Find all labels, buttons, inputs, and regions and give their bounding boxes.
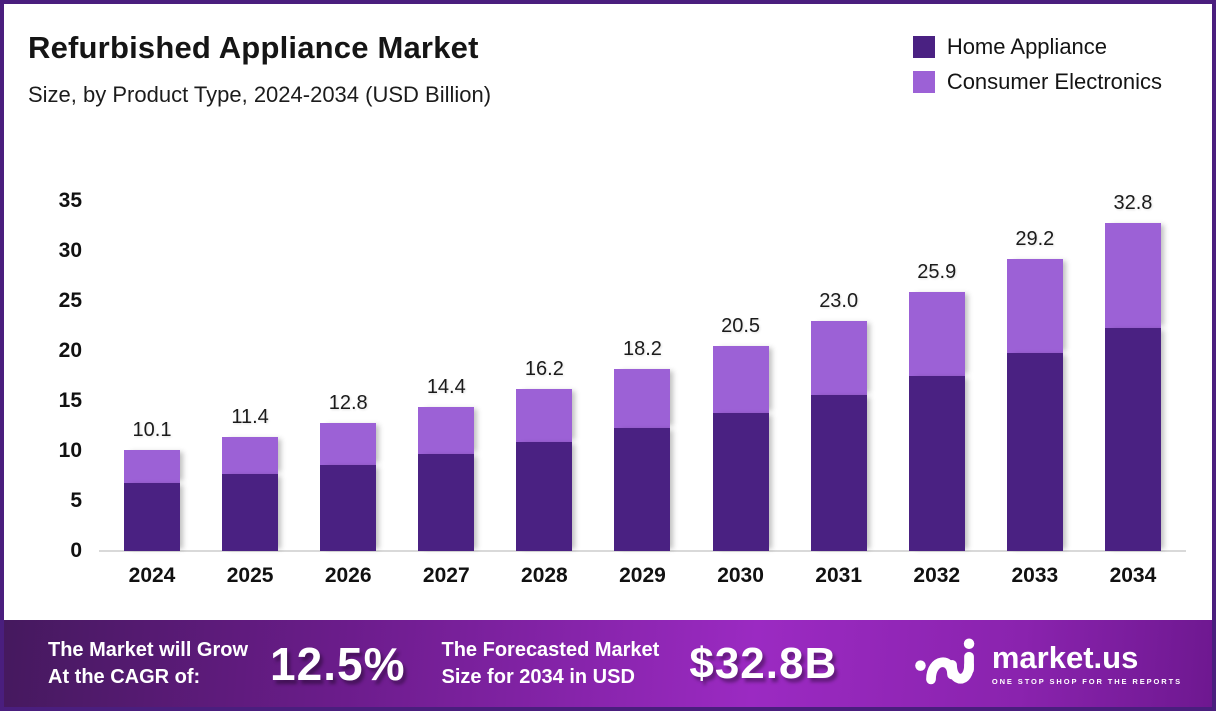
bar-segment-consumer-electronics-2029 xyxy=(614,369,671,428)
y-axis-tick-10: 10 xyxy=(58,439,82,462)
legend-swatch-icon xyxy=(912,36,935,58)
y-axis-tick-20: 20 xyxy=(58,339,82,362)
bar-chart-plot-area: 10.1 11.4 12.8 14.4 16.2 18.2 20.5 23.0 25.9 29.2… xyxy=(124,192,1161,551)
chart-legend: Home Appliance Consumer Electronics xyxy=(912,34,1162,95)
y-axis-tick-30: 30 xyxy=(58,239,82,262)
x-axis-tick-2030: 2030 xyxy=(717,564,764,587)
bar-segment-consumer-electronics-2024 xyxy=(124,450,180,483)
bar-segment-home-appliance-2026 xyxy=(320,465,377,551)
x-axis-tick-2025: 2025 xyxy=(226,564,274,587)
forecast-caption-line2: Size for 2034 in USD xyxy=(441,665,635,688)
cagr-caption: The Market will Grow At the CAGR of: xyxy=(48,637,248,690)
legend-item-0: Home Appliance xyxy=(912,34,1162,60)
bar-segment-home-appliance-2029 xyxy=(614,428,671,551)
bar-group-2031: 23.0 xyxy=(810,201,867,551)
bar-group-2027: 14.4 xyxy=(418,201,475,551)
bar-total-label-2034: 32.8 xyxy=(1113,192,1153,214)
bar-total-label-2032: 25.9 xyxy=(917,261,957,283)
forecast-caption-line1: The Forecasted Market xyxy=(441,639,660,662)
y-axis-tick-25: 25 xyxy=(58,289,82,312)
bar-segment-consumer-electronics-2033 xyxy=(1006,259,1063,353)
x-axis-tick-2027: 2027 xyxy=(422,564,470,587)
bar-total-label-2027: 14.4 xyxy=(426,376,466,398)
x-axis-tick-2032: 2032 xyxy=(913,564,961,587)
bar-group-2024: 10.1 xyxy=(124,201,180,551)
marketus-logo-icon xyxy=(915,638,975,684)
page-subtitle: Size, by Product Type, 2024-2034 (USD Bi… xyxy=(28,82,492,107)
bar-segment-consumer-electronics-2034 xyxy=(1104,223,1161,328)
bar-group-2028: 16.2 xyxy=(516,201,573,551)
bar-total-label-2025: 11.4 xyxy=(231,406,269,428)
y-axis-tick-5: 5 xyxy=(70,489,82,512)
footer-banner: The Market will Grow At the CAGR of: 12.… xyxy=(4,620,1212,707)
bar-total-label-2024: 10.1 xyxy=(132,419,172,441)
bar-group-2025: 11.4 xyxy=(222,201,279,551)
bar-segment-home-appliance-2030 xyxy=(712,413,769,551)
legend-item-1: Consumer Electronics xyxy=(912,69,1162,95)
bar-group-2032: 25.9 xyxy=(908,201,965,551)
header: Refurbished Appliance Market Size, by Pr… xyxy=(28,30,491,108)
bar-segment-consumer-electronics-2026 xyxy=(320,423,377,465)
legend-label: Home Appliance xyxy=(946,34,1108,59)
bar-segment-home-appliance-2033 xyxy=(1006,353,1063,551)
bar-total-label-2026: 12.8 xyxy=(328,392,368,414)
legend-swatch-icon xyxy=(912,71,935,93)
y-axis-tick-35: 35 xyxy=(58,189,82,212)
bar-segment-consumer-electronics-2027 xyxy=(418,407,475,454)
page-title: Refurbished Appliance Market xyxy=(28,30,479,65)
bar-total-label-2028: 16.2 xyxy=(524,358,564,380)
x-axis-tick-2034: 2034 xyxy=(1109,564,1157,587)
x-axis-tick-2031: 2031 xyxy=(815,564,863,587)
legend-label: Consumer Electronics xyxy=(946,69,1162,94)
bar-group-2026: 12.8 xyxy=(320,201,377,551)
forecast-value: $32.8B xyxy=(689,638,838,688)
bar-segment-home-appliance-2031 xyxy=(810,395,867,551)
x-axis-tick-2026: 2026 xyxy=(324,564,372,587)
cagr-value: 12.5% xyxy=(270,637,406,690)
x-axis-tick-2029: 2029 xyxy=(619,564,666,587)
marketus-logo: market.us ONE STOP SHOP FOR THE REPORTS xyxy=(914,636,1182,692)
x-axis-tick-2024: 2024 xyxy=(128,564,176,587)
marketus-logo-tagline: ONE STOP SHOP FOR THE REPORTS xyxy=(991,676,1182,686)
bar-segment-home-appliance-2027 xyxy=(418,454,475,551)
bar-segment-home-appliance-2032 xyxy=(908,376,965,551)
y-axis-tick-0: 0 xyxy=(70,539,82,562)
x-axis-tick-2028: 2028 xyxy=(521,564,568,587)
bar-segment-consumer-electronics-2032 xyxy=(908,292,965,376)
bar-segment-home-appliance-2025 xyxy=(222,474,279,551)
bar-total-label-2031: 23.0 xyxy=(819,290,859,312)
y-axis-labels: 0 5 10 15 20 25 30 35 xyxy=(32,189,82,562)
bar-segment-consumer-electronics-2030 xyxy=(712,346,769,413)
bar-segment-home-appliance-2028 xyxy=(516,442,573,551)
bar-total-label-2033: 29.2 xyxy=(1015,228,1055,250)
cagr-caption-line1: The Market will Grow xyxy=(48,639,249,662)
x-axis-labels: 2024 2025 2026 2027 2028 2029 2030 2031 2032 2033… xyxy=(124,564,1161,588)
bar-segment-consumer-electronics-2028 xyxy=(516,389,573,442)
marketus-logo-textblock: market.us ONE STOP SHOP FOR THE REPORTS xyxy=(992,642,1182,686)
bar-group-2029: 18.2 xyxy=(614,201,671,551)
x-axis-tick-2033: 2033 xyxy=(1011,564,1059,587)
x-axis-baseline xyxy=(99,550,1186,552)
y-axis-tick-15: 15 xyxy=(58,389,82,412)
cagr-caption-line2: At the CAGR of: xyxy=(48,665,201,688)
bar-group-2030: 20.5 xyxy=(712,201,769,551)
bar-segment-home-appliance-2024 xyxy=(124,483,180,551)
bar-group-2034: 32.8 xyxy=(1104,192,1161,551)
bar-total-label-2029: 18.2 xyxy=(623,338,662,360)
bar-segment-home-appliance-2034 xyxy=(1104,328,1161,551)
bar-segment-consumer-electronics-2031 xyxy=(810,321,867,395)
bar-total-label-2030: 20.5 xyxy=(721,315,761,337)
marketus-logo-text: market.us xyxy=(991,639,1139,675)
forecast-caption: The Forecasted Market Size for 2034 in U… xyxy=(441,637,659,690)
bar-group-2033: 29.2 xyxy=(1006,201,1063,551)
bar-segment-consumer-electronics-2025 xyxy=(222,437,279,474)
